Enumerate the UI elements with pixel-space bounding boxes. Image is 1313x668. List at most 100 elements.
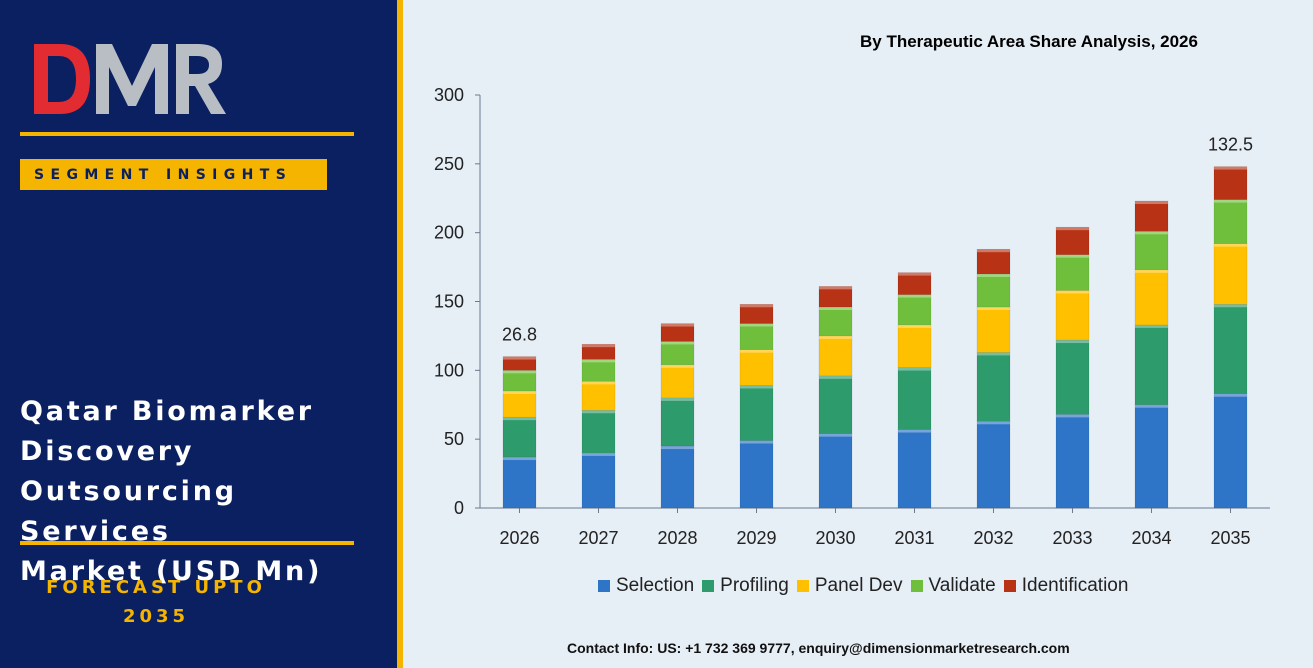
legend-label: Panel Dev bbox=[814, 575, 903, 596]
forecast-label: FORECAST UPTO 2035 bbox=[0, 573, 312, 631]
market-title: Qatar Biomarker Discovery Outsourcing Se… bbox=[20, 392, 397, 592]
legend-swatch bbox=[910, 580, 923, 592]
bar-segment-highlight bbox=[661, 364, 694, 368]
bar-segment-profiling bbox=[739, 385, 774, 441]
legend-item: Profiling bbox=[702, 575, 789, 597]
bar-segment-panel-dev bbox=[581, 381, 616, 411]
x-tick-label: 2029 bbox=[736, 528, 776, 548]
bar-segment-highlight bbox=[582, 359, 615, 363]
bar-segment-highlight bbox=[661, 446, 694, 450]
bar-segment-validate bbox=[739, 323, 774, 350]
bar-segment-profiling bbox=[1213, 304, 1248, 394]
bar-segment-highlight bbox=[1135, 269, 1168, 273]
bar-segment-highlight bbox=[740, 304, 773, 308]
bar-segment-highlight bbox=[977, 421, 1010, 425]
bar-segment-highlight bbox=[1135, 404, 1168, 408]
bar-segment-profiling bbox=[502, 416, 537, 458]
legend-item: Panel Dev bbox=[796, 575, 903, 597]
bar-segment-selection bbox=[897, 429, 932, 509]
bar-segment-highlight bbox=[1135, 231, 1168, 235]
legend-label: Selection bbox=[616, 575, 695, 596]
bar-segment-profiling bbox=[581, 410, 616, 454]
bar-segment-panel-dev bbox=[897, 324, 932, 368]
bar-segment-identification bbox=[897, 272, 932, 295]
y-tick-label: 50 bbox=[444, 429, 464, 449]
x-tick-label: 2033 bbox=[1052, 528, 1092, 548]
bar-segment-validate bbox=[897, 294, 932, 326]
y-tick-label: 0 bbox=[454, 498, 464, 518]
legend-swatch bbox=[702, 580, 715, 592]
market-title-line: Discovery bbox=[20, 436, 195, 467]
forecast-line: FORECAST UPTO bbox=[46, 577, 266, 598]
legend-label: Profiling bbox=[720, 575, 789, 596]
data-label: 26.8 bbox=[502, 325, 537, 345]
bar-segment-selection bbox=[502, 456, 537, 509]
legend-swatch bbox=[598, 580, 610, 592]
y-tick-label: 250 bbox=[434, 154, 464, 174]
x-tick-label: 2030 bbox=[815, 528, 855, 548]
market-title-line: Outsourcing Services bbox=[20, 476, 237, 547]
bar-segment-highlight bbox=[1056, 414, 1089, 418]
contact-info: Contact Info: US: +1 732 369 9777, enqui… bbox=[567, 640, 1070, 656]
bar-segment-highlight bbox=[1135, 201, 1168, 205]
legend-label: Validate bbox=[928, 575, 996, 596]
bar-segment-panel-dev bbox=[976, 306, 1011, 353]
x-tick-label: 2031 bbox=[894, 528, 934, 548]
bar-segment-selection bbox=[739, 440, 774, 509]
bar-segment-identification bbox=[660, 323, 695, 342]
x-tick-label: 2026 bbox=[499, 528, 539, 548]
bar-segment-selection bbox=[1134, 404, 1169, 509]
market-title-line: Qatar Biomarker bbox=[20, 396, 314, 427]
bar-segment-profiling bbox=[1134, 324, 1169, 405]
bar-segment-identification bbox=[581, 343, 616, 360]
legend-item: Selection bbox=[598, 575, 694, 597]
bar-segment-highlight bbox=[582, 344, 615, 348]
bar-segment-profiling bbox=[976, 352, 1011, 422]
y-tick-label: 150 bbox=[434, 292, 464, 312]
data-label: 132.5 bbox=[1208, 135, 1253, 155]
bar-segment-highlight bbox=[1056, 340, 1089, 344]
panel-divider bbox=[397, 0, 403, 668]
bar-segment-profiling bbox=[897, 367, 932, 430]
bar-segment-panel-dev bbox=[1055, 290, 1090, 341]
bar-segment-highlight bbox=[977, 249, 1010, 253]
y-tick-label: 200 bbox=[434, 223, 464, 243]
bar-segment-highlight bbox=[1214, 199, 1247, 203]
bar-segment-highlight bbox=[503, 417, 536, 421]
title-divider bbox=[20, 541, 354, 545]
bar-segment-highlight bbox=[661, 397, 694, 401]
bar-segment-highlight bbox=[898, 367, 931, 371]
bar-segment-selection bbox=[660, 445, 695, 509]
bar-segment-profiling bbox=[660, 397, 695, 447]
bar-segment-profiling bbox=[818, 375, 853, 434]
bar-segment-highlight bbox=[740, 440, 773, 444]
bar-segment-validate bbox=[818, 306, 853, 337]
bar-segment-selection bbox=[976, 421, 1011, 509]
bar-segment-highlight bbox=[1056, 227, 1089, 231]
bar-segment-highlight bbox=[503, 356, 536, 360]
bar-segment-selection bbox=[818, 433, 853, 509]
bar-segment-profiling bbox=[1055, 339, 1090, 415]
forecast-year: 2035 bbox=[122, 606, 190, 627]
legend-swatch bbox=[796, 580, 809, 592]
bar-segment-validate bbox=[976, 273, 1011, 308]
x-tick-label: 2028 bbox=[657, 528, 697, 548]
x-tick-label: 2034 bbox=[1131, 528, 1171, 548]
legend-swatch bbox=[1003, 580, 1016, 592]
bar-segment-identification bbox=[1213, 166, 1248, 200]
bar-segment-highlight bbox=[898, 324, 931, 328]
bar-segment-highlight bbox=[819, 433, 852, 437]
bar-segment-highlight bbox=[1214, 243, 1247, 247]
bar-segment-highlight bbox=[898, 429, 931, 433]
bar-segment-highlight bbox=[1056, 254, 1089, 258]
y-tick-label: 100 bbox=[434, 360, 464, 380]
bar-segment-highlight bbox=[1056, 290, 1089, 294]
bar-segment-highlight bbox=[1214, 304, 1247, 308]
bar-segment-identification bbox=[1134, 200, 1169, 232]
bar-segment-panel-dev bbox=[739, 349, 774, 386]
bar-segment-highlight bbox=[977, 352, 1010, 356]
bar-segment-highlight bbox=[977, 273, 1010, 277]
bar-segment-highlight bbox=[582, 410, 615, 414]
x-tick-label: 2032 bbox=[973, 528, 1013, 548]
bar-segment-validate bbox=[581, 359, 616, 382]
